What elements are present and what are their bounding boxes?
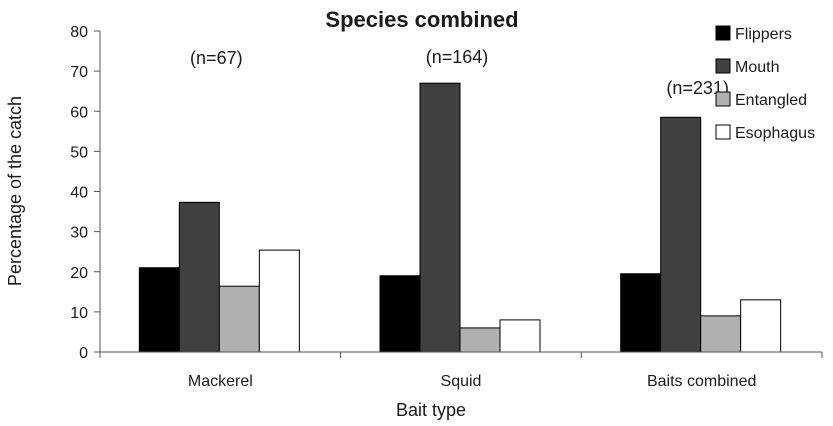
legend-label: Entangled (735, 92, 807, 109)
legend-swatch (715, 58, 731, 74)
bar-mouth-baits-combined (660, 116, 702, 353)
y-tick-label: 0 (79, 345, 88, 362)
y-tick-label: 50 (70, 144, 88, 161)
bar-entangled-baits-combined (700, 315, 742, 353)
bar-mouth-mackerel (178, 201, 220, 353)
bar-flippers-squid (379, 275, 421, 353)
bar-flippers-mackerel (138, 267, 180, 353)
y-tick-label: 10 (70, 305, 88, 322)
y-tick-label: 70 (70, 64, 88, 81)
sample-size-label: (n=67) (190, 48, 243, 68)
bar-esophagus-baits-combined (740, 299, 782, 353)
category-label: Baits combined (647, 373, 756, 390)
legend-swatch (715, 91, 731, 107)
bars (138, 82, 782, 353)
bar-flippers-baits-combined (620, 273, 662, 353)
legend-label: Flippers (735, 26, 792, 43)
y-axis-label: Percentage of the catch (5, 96, 25, 286)
sample-size-label: (n=164) (426, 47, 489, 67)
legend-label: Mouth (735, 59, 779, 76)
sample-size-annotations: (n=67) (n=164) (n=231) (190, 47, 729, 98)
y-tick-label: 80 (70, 24, 88, 41)
x-axis-label: Bait type (396, 400, 466, 420)
y-tick-label: 20 (70, 265, 88, 282)
axes (99, 31, 823, 358)
bar-esophagus-mackerel (258, 249, 300, 353)
bar-mouth-squid (419, 82, 461, 353)
y-axis-ticks: 0 10 20 30 40 50 60 70 80 (70, 24, 100, 362)
category-label: Mackerel (188, 373, 253, 390)
category-label: Squid (441, 373, 482, 390)
legend-swatch (715, 124, 731, 140)
legend-label: Esophagus (735, 125, 815, 142)
y-tick-label: 40 (70, 185, 88, 202)
bar-entangled-squid (459, 327, 501, 353)
y-tick-label: 30 (70, 225, 88, 242)
y-tick-label: 60 (70, 104, 88, 121)
category-labels: Mackerel Squid Baits combined (188, 373, 756, 390)
bar-esophagus-squid (499, 319, 541, 353)
bar-entangled-mackerel (218, 285, 260, 353)
chart-title: Species combined (325, 7, 518, 32)
sample-size-label: (n=231) (666, 78, 729, 98)
legend-swatch (715, 25, 731, 41)
legend: Flippers Mouth Entangled Esophagus (715, 25, 815, 142)
